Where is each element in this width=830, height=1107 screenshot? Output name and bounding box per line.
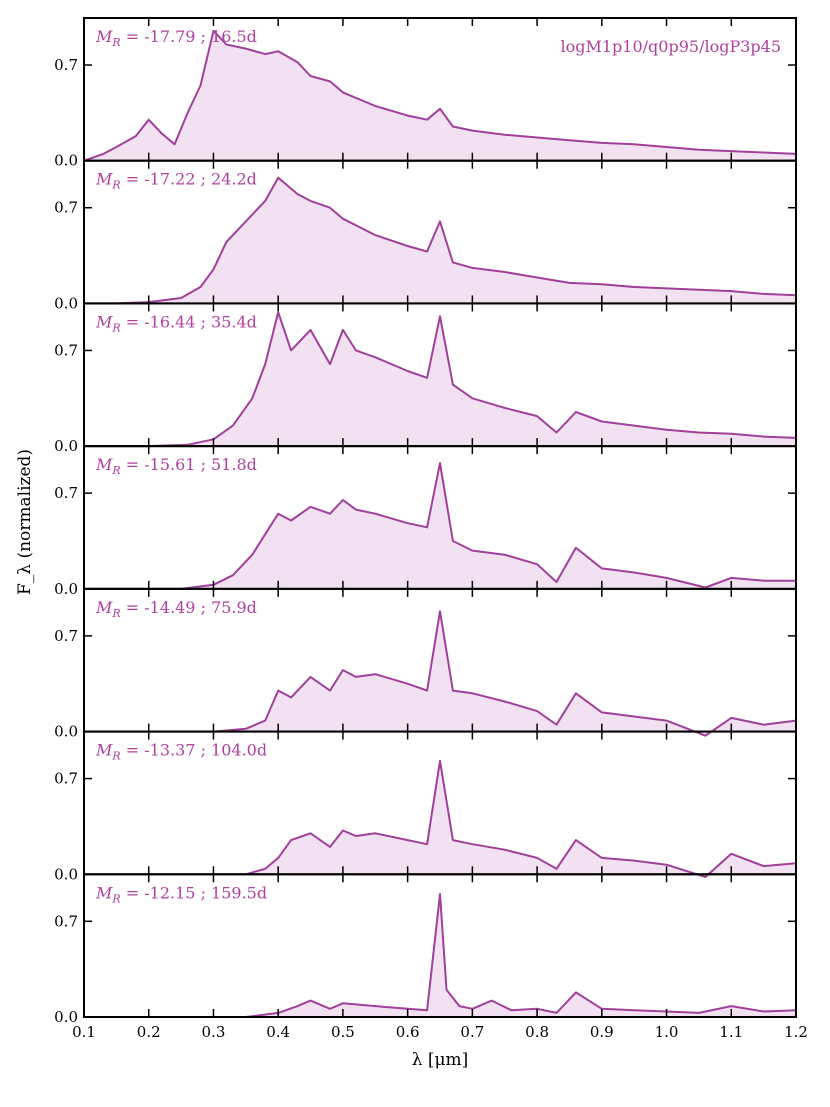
panel-label-1: MR = -17.79 ; 16.5d [95, 27, 257, 49]
series-line-2 [84, 176, 797, 305]
panel-5: 0.0 0.7 MR = -14.49 ; 75.9d [54, 587, 797, 741]
panel-2: 0.0 0.7 MR = -17.22 ; 24.2d [54, 159, 797, 312]
series-fill-3 [84, 312, 796, 447]
panel-label-7: MR = -12.15 ; 159.5d [95, 883, 267, 905]
y-tick-label: 0.7 [54, 912, 78, 930]
panel-frame-7 [83, 873, 797, 1018]
y-tick-label: 0.7 [54, 770, 78, 788]
panel-7: 0.0 0.7 MR = -12.15 ; 159.5d [54, 873, 797, 1026]
y-tick-label: 0.7 [54, 199, 78, 217]
y-tick-label: 0.0 [54, 865, 78, 883]
x-tick-label: 0.5 [331, 1023, 355, 1041]
series-line-1 [83, 29, 797, 162]
panel-label-6: MR = -13.37 ; 104.0d [95, 741, 267, 763]
panel-1: 0.0 0.7 MR = -17.79 ; 16.5d [54, 17, 797, 170]
y-axis-title: F_λ (normalized) [15, 449, 35, 595]
x-tick-label: 1.1 [719, 1023, 743, 1041]
x-tick-label: 0.6 [396, 1023, 420, 1041]
panel-label-3: MR = -16.44 ; 35.4d [95, 312, 257, 334]
x-tick-label: 0.1 [72, 1023, 96, 1041]
y-tick-label: 0.0 [54, 152, 78, 170]
panel-4: 0.0 0.7 MR = -15.61 ; 51.8d [54, 445, 797, 598]
x-tick-label: 0.2 [137, 1023, 161, 1041]
series-fill-5 [84, 611, 796, 736]
series-fill-2 [84, 177, 796, 304]
series-line-7 [84, 893, 797, 1018]
x-tick-label: 0.8 [525, 1023, 549, 1041]
y-tick-label: 0.0 [54, 723, 78, 741]
panel-label-2: MR = -17.22 ; 24.2d [95, 170, 257, 192]
series-fill-7 [84, 894, 796, 1017]
panel-label-5: MR = -14.49 ; 75.9d [95, 598, 257, 620]
series-fill-4 [84, 463, 796, 589]
panels-group: 0.0 0.7 MR = -17.79 ; 16.5d 0.0 0.7 MR = -17.… [54, 17, 808, 1041]
x-tick-label: 1.2 [784, 1023, 808, 1041]
x-tick-label: 1.0 [655, 1023, 679, 1041]
y-tick-label: 0.7 [54, 627, 78, 645]
y-tick-label: 0.0 [54, 580, 78, 598]
panel-3: 0.0 0.7 MR = -16.44 ; 35.4d [54, 302, 797, 455]
x-axis-title: λ [μm] [412, 1050, 469, 1070]
series-fill-1 [84, 30, 796, 161]
series-line-3 [84, 311, 797, 448]
x-tick-label: 0.3 [202, 1023, 226, 1041]
y-tick-label: 0.7 [54, 484, 78, 502]
y-tick-label: 0.0 [54, 1008, 78, 1026]
model-label: logM1p10/q0p95/logP3p45 [561, 37, 782, 56]
panel-6: 0.0 0.7 MR = -13.37 ; 104.0d [54, 730, 797, 883]
y-tick-label: 0.0 [54, 437, 78, 455]
panel-label-4: MR = -15.61 ; 51.8d [95, 455, 257, 477]
series-fill-6 [84, 760, 796, 877]
y-tick-label: 0.7 [54, 341, 78, 359]
x-tick-label: 0.7 [460, 1023, 484, 1041]
series-line-4 [84, 462, 796, 590]
series-line-6 [84, 759, 797, 878]
x-tick-label: 0.9 [590, 1023, 614, 1041]
x-tick-label: 0.4 [266, 1023, 290, 1041]
y-tick-label: 0.0 [54, 294, 78, 312]
series-line-5 [84, 610, 797, 737]
y-tick-label: 0.7 [54, 56, 78, 74]
